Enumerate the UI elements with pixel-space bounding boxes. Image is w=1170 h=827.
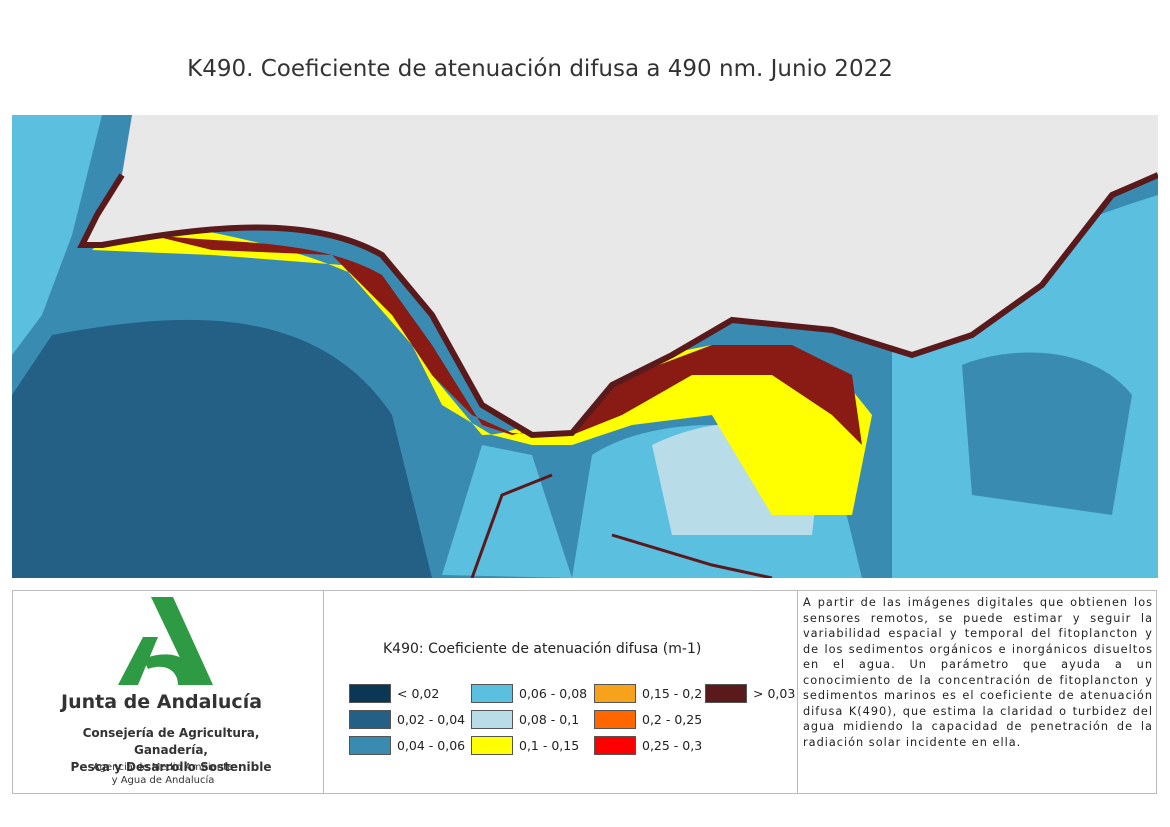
logo-mark xyxy=(118,597,213,685)
department-line: Consejería de Agricultura, Ganadería, xyxy=(82,726,260,757)
legend-item: 0,04 - 0,06 xyxy=(349,736,465,755)
legend-swatch xyxy=(471,736,513,755)
agency-line: Agencia de Medio Ambiente xyxy=(92,762,234,773)
agency-line: y Agua de Andalucía xyxy=(111,775,215,786)
legend-swatch xyxy=(349,684,391,703)
logo-agency: Agencia de Medio Ambiente y Agua de Anda… xyxy=(73,761,253,787)
legend-item: 0,06 - 0,08 xyxy=(471,684,587,703)
legend-label: 0,04 - 0,06 xyxy=(397,738,466,753)
department-line: Pesca y Desarrollo Sostenible xyxy=(70,760,272,774)
legend-label: 0,1 - 0,15 xyxy=(519,738,580,753)
map-title: K490. Coeficiente de atenuación difusa a… xyxy=(187,56,893,82)
legend-item: 0,08 - 0,1 xyxy=(471,710,579,729)
legend-title: K490: Coeficiente de atenuación difusa (… xyxy=(383,641,702,657)
legend-item: 0,02 - 0,04 xyxy=(349,710,465,729)
legend-label: 0,06 - 0,08 xyxy=(519,686,588,701)
legend-item: > 0,03 xyxy=(705,684,795,703)
legend-swatch xyxy=(349,710,391,729)
legend-label: 0,25 - 0,3 xyxy=(642,738,703,753)
legend-item: 0,1 - 0,15 xyxy=(471,736,579,755)
legend-swatch xyxy=(471,684,513,703)
legend-swatch xyxy=(594,710,636,729)
map xyxy=(12,115,1158,578)
legend-label: > 0,03 xyxy=(753,686,796,701)
legend-label: 0,2 - 0,25 xyxy=(642,712,703,727)
legend-item: 0,15 - 0,2 xyxy=(594,684,702,703)
legend-label: 0,02 - 0,04 xyxy=(397,712,466,727)
legend-swatch xyxy=(594,736,636,755)
logo-name: Junta de Andalucía xyxy=(61,691,263,713)
legend-swatch xyxy=(471,710,513,729)
legend-label: 0,08 - 0,1 xyxy=(519,712,580,727)
divider xyxy=(797,591,798,793)
legend-item: < 0,02 xyxy=(349,684,439,703)
legend-swatch xyxy=(349,736,391,755)
logo-department: Consejería de Agricultura, Ganadería, Pe… xyxy=(51,725,291,776)
legend-label: < 0,02 xyxy=(397,686,440,701)
legend-label: 0,15 - 0,2 xyxy=(642,686,703,701)
legend-item: 0,2 - 0,25 xyxy=(594,710,702,729)
description: A partir de las imágenes digitales que o… xyxy=(803,596,1153,749)
legend-swatch xyxy=(594,684,636,703)
legend-swatch xyxy=(705,684,747,703)
divider xyxy=(323,591,324,793)
info-panel: Junta de Andalucía Consejería de Agricul… xyxy=(12,590,1157,794)
legend-item: 0,25 - 0,3 xyxy=(594,736,702,755)
